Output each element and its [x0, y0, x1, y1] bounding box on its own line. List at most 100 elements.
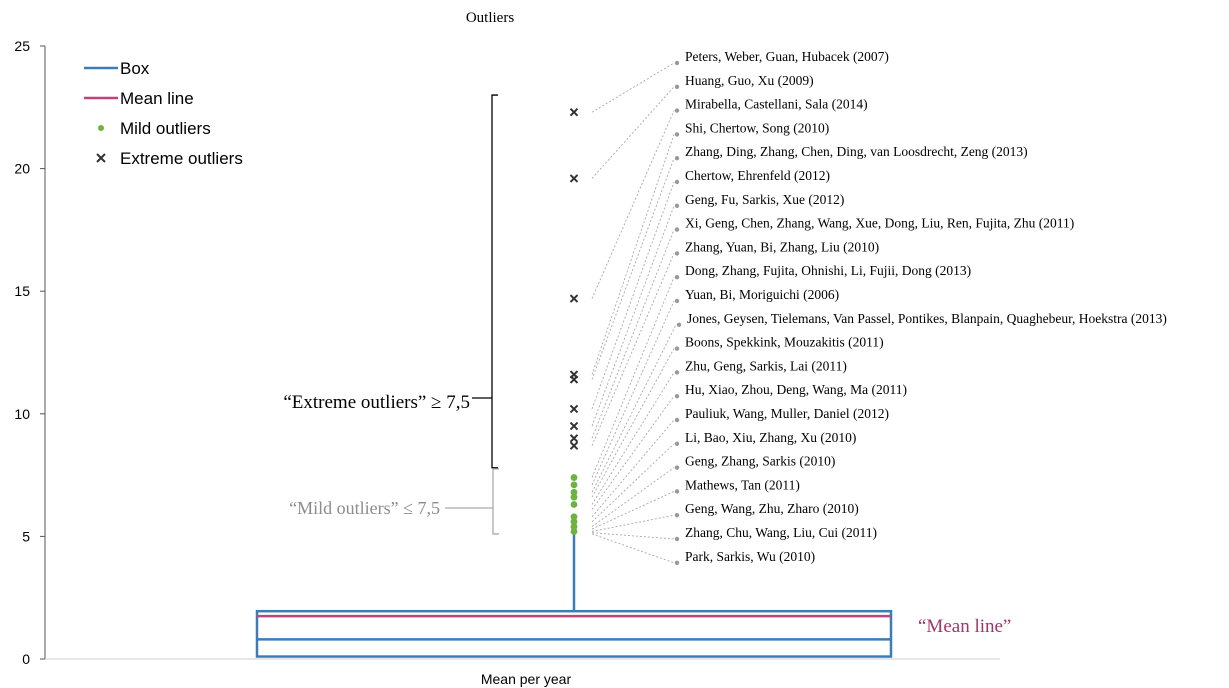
extreme-outlier-point — [569, 404, 579, 414]
y-tick-label: 0 — [22, 651, 30, 667]
reference-dot — [674, 560, 680, 565]
reference-dot — [674, 417, 680, 423]
mild-outlier-point — [570, 481, 578, 489]
reference-label: Mirabella, Castellani, Sala (2014) — [685, 97, 868, 112]
y-tick-label: 10 — [14, 406, 30, 422]
leader-line — [591, 300, 675, 486]
reference-label: Dong, Zhang, Fujita, Ohnishi, Li, Fujii,… — [685, 263, 971, 278]
reference-leader-lines — [591, 62, 677, 564]
reference-label: Zhang, Yuan, Bi, Zhang, Liu (2010) — [685, 239, 879, 254]
legend: Box Mean line Mild outliers Extreme outlier… — [84, 59, 243, 168]
leader-line — [591, 134, 675, 375]
reference-dot — [674, 156, 680, 161]
reference-dot — [674, 394, 680, 399]
reference-dot — [674, 84, 680, 90]
leader-line — [591, 533, 675, 564]
reference-label: Geng, Wang, Zhu, Zharo (2010) — [685, 501, 859, 516]
extreme-outlier-point — [569, 421, 579, 431]
reference-dot — [674, 513, 680, 518]
outlier-brackets — [445, 94, 499, 535]
reference-dot — [674, 251, 680, 256]
leader-line — [591, 395, 675, 510]
leader-line — [591, 443, 675, 523]
reference-dot — [674, 370, 680, 375]
extreme-outlier-point — [569, 174, 579, 183]
outlier-points — [569, 107, 579, 535]
reference-label: Yuan, Bi, Moriguichi (2006) — [685, 287, 839, 302]
reference-label: Shi, Chertow, Song (2010) — [685, 120, 829, 135]
leader-line — [591, 372, 675, 505]
reference-label: Geng, Zhang, Sarkis (2010) — [685, 454, 835, 469]
mean-line-annotation: “Mean line” — [918, 616, 1011, 637]
reference-dot — [674, 227, 680, 232]
box-rect — [255, 609, 893, 658]
leader-line — [591, 110, 675, 299]
legend-label: Mean line — [120, 89, 194, 108]
reference-label: Chertow, Ehrenfeld (2012) — [685, 168, 830, 183]
extreme-outlier-point — [569, 375, 579, 384]
box-plot-box — [255, 533, 893, 658]
reference-label: Zhang, Chu, Wang, Liu, Cui (2011) — [685, 525, 877, 540]
y-tick-label: 20 — [14, 161, 30, 177]
reference-dot — [674, 108, 680, 113]
leader-line — [591, 532, 675, 540]
legend-label: Extreme outliers — [120, 149, 243, 168]
reference-dot — [674, 179, 680, 185]
extreme-outlier-point — [569, 441, 579, 450]
reference-dot — [674, 298, 680, 304]
reference-label: Zhu, Geng, Sarkis, Lai (2011) — [685, 358, 847, 373]
leader-line — [591, 62, 675, 113]
reference-dot — [674, 275, 680, 280]
leader-line — [591, 348, 675, 498]
reference-dot — [674, 346, 680, 351]
mild-outlier-point — [570, 518, 578, 526]
reference-dot — [674, 489, 680, 494]
leader-line — [591, 86, 675, 179]
leader-line — [591, 490, 675, 530]
leader-line — [591, 514, 675, 532]
mild-outlier-point — [570, 523, 578, 530]
legend-swatch-extreme-x — [96, 153, 106, 163]
reference-label: Zhang, Ding, Zhang, Chen, Ding, van Loos… — [685, 144, 1028, 159]
reference-dot — [674, 203, 680, 208]
y-tick-label: 25 — [14, 38, 30, 54]
extreme-outlier-point — [569, 434, 579, 443]
legend-label: Box — [120, 59, 150, 78]
reference-label: Huang, Guo, Xu (2009) — [685, 73, 814, 88]
leader-line — [591, 253, 675, 446]
reference-dot — [674, 441, 680, 446]
extreme-outliers-annotation: “Extreme outliers” ≥ 7,5 — [283, 392, 470, 413]
extreme-bracket — [491, 94, 498, 469]
extreme-outlier-point — [569, 107, 579, 117]
mild-outlier-point — [570, 488, 578, 496]
leader-line — [591, 181, 675, 410]
leader-line — [591, 467, 675, 527]
reference-label: Boons, Spekkink, Mouzakitis (2011) — [685, 335, 884, 350]
reference-label: Xi, Geng, Chen, Zhang, Wang, Xue, Dong, … — [685, 216, 1074, 231]
reference-label: Pauliuk, Wang, Muller, Daniel (2012) — [685, 406, 889, 421]
reference-label: Hu, Xiao, Zhou, Deng, Wang, Ma (2011) — [685, 382, 907, 397]
reference-labels: Peters, Weber, Guan, Hubacek (2007) Huang… — [674, 49, 1167, 565]
mild-outlier-point — [570, 493, 578, 501]
leader-line — [591, 419, 675, 518]
leader-line — [591, 324, 677, 493]
leader-line — [591, 229, 675, 439]
mild-outlier-point — [570, 528, 578, 535]
mild-outlier-point — [570, 513, 578, 521]
reference-label: Li, Bao, Xiu, Zhang, Xu (2010) — [685, 430, 856, 445]
mild-bracket — [492, 468, 499, 535]
mild-outlier-point — [570, 501, 578, 508]
legend-swatch-mild-dot — [98, 125, 104, 131]
reference-dot — [674, 536, 680, 542]
reference-label: Jones, Geysen, Tielemans, Van Passel, Po… — [687, 311, 1167, 326]
legend-label: Mild outliers — [120, 119, 211, 138]
extreme-outlier-point — [569, 294, 579, 303]
reference-label: Mathews, Tan (2011) — [685, 477, 800, 492]
reference-dot — [674, 132, 680, 137]
reference-dot — [676, 322, 682, 327]
y-tick-label: 5 — [22, 528, 30, 544]
reference-label: Park, Sarkis, Wu (2010) — [685, 549, 815, 564]
mild-outliers-annotation: “Mild outliers” ≤ 7,5 — [289, 498, 440, 518]
reference-dot — [674, 465, 680, 470]
